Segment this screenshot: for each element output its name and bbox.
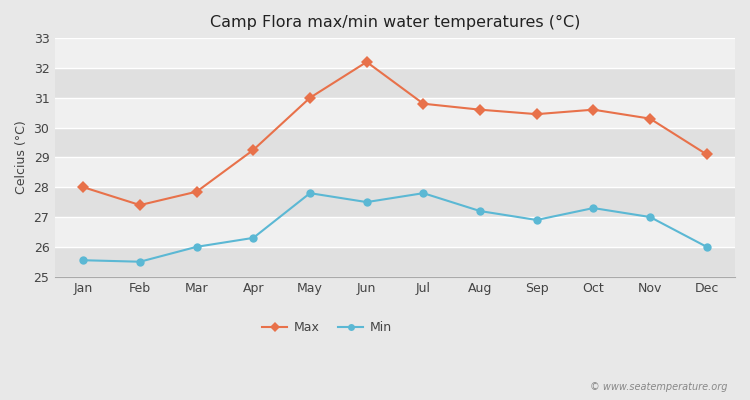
Max	[249, 148, 258, 152]
Min	[476, 209, 484, 214]
Min	[702, 244, 711, 249]
Max	[476, 107, 484, 112]
Min	[305, 191, 314, 196]
Max	[589, 107, 598, 112]
Max	[646, 116, 655, 121]
Max	[532, 112, 542, 116]
Min	[362, 200, 371, 204]
Min	[136, 259, 145, 264]
Min	[589, 206, 598, 210]
Text: © www.seatemperature.org: © www.seatemperature.org	[590, 382, 728, 392]
Min	[419, 191, 428, 196]
Min	[192, 244, 201, 249]
Min	[646, 215, 655, 220]
Bar	[55, 128, 735, 157]
Bar	[55, 68, 735, 98]
Bar	[55, 247, 735, 277]
Max	[79, 185, 88, 190]
Legend: Max, Min: Max, Min	[257, 316, 397, 339]
Min	[79, 258, 88, 263]
Max	[419, 101, 428, 106]
Min	[249, 236, 258, 240]
Line: Min: Min	[80, 189, 711, 266]
Max	[305, 95, 314, 100]
Title: Camp Flora max/min water temperatures (°C): Camp Flora max/min water temperatures (°…	[210, 15, 580, 30]
Y-axis label: Celcius (°C): Celcius (°C)	[15, 120, 28, 194]
Bar	[55, 187, 735, 217]
Max	[702, 152, 711, 157]
Line: Max: Max	[80, 58, 711, 209]
Max	[136, 203, 145, 208]
Max	[192, 189, 201, 194]
Min	[532, 218, 542, 222]
Max	[362, 60, 371, 64]
